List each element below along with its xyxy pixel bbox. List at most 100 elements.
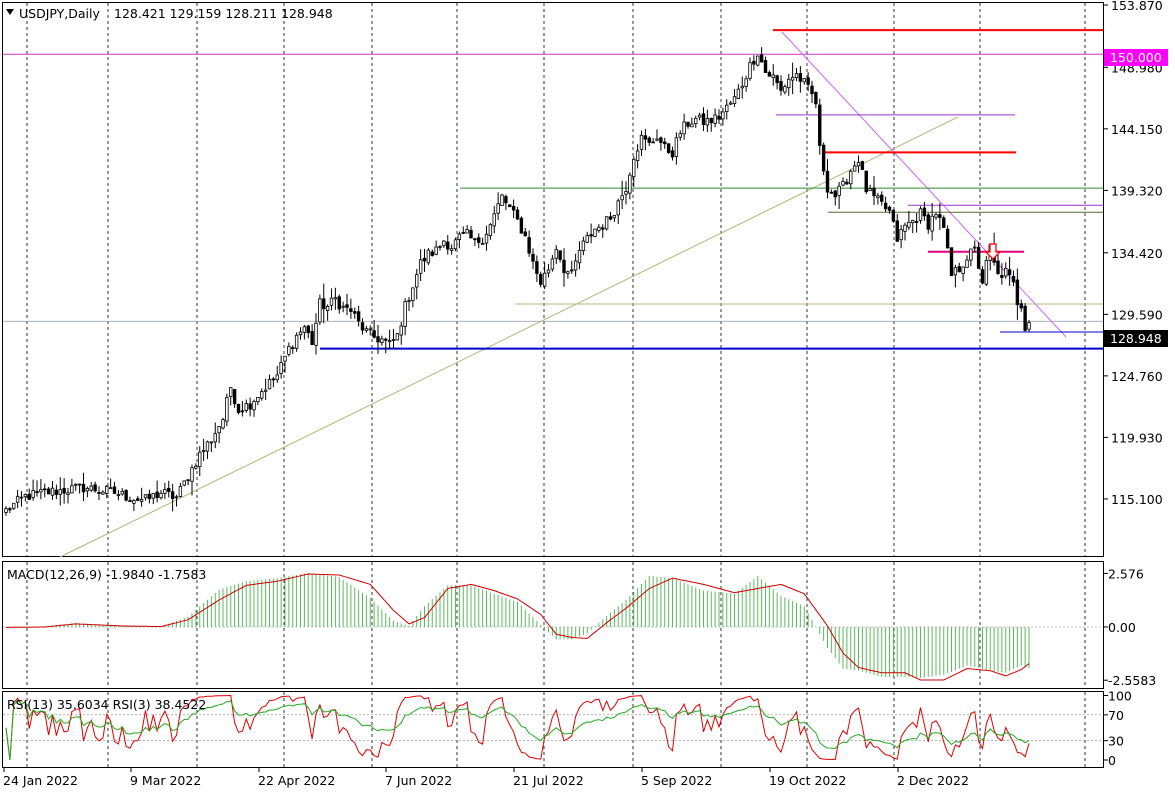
candle bbox=[601, 224, 605, 238]
candle-body bbox=[271, 378, 276, 381]
candle bbox=[539, 271, 543, 288]
candle bbox=[391, 329, 396, 349]
y-tick-label: 115.100 bbox=[1111, 492, 1163, 507]
candle bbox=[116, 489, 121, 501]
candle-body bbox=[818, 104, 822, 146]
candle bbox=[213, 422, 217, 449]
candle bbox=[934, 212, 938, 220]
candle bbox=[89, 482, 93, 493]
candle-body bbox=[480, 243, 485, 245]
candle bbox=[860, 160, 865, 171]
candle bbox=[422, 248, 427, 272]
price-panel-frame bbox=[2, 2, 1104, 557]
candle bbox=[1023, 303, 1027, 332]
candle bbox=[407, 297, 411, 311]
candle-body bbox=[709, 117, 713, 124]
candle-body bbox=[601, 227, 605, 230]
candle-body bbox=[353, 311, 357, 314]
candle-body bbox=[566, 271, 570, 274]
candle bbox=[302, 324, 307, 340]
candle-body bbox=[771, 74, 775, 79]
candle-body bbox=[155, 491, 159, 499]
candle bbox=[15, 489, 20, 509]
candle-body bbox=[829, 191, 834, 194]
candle-body bbox=[573, 260, 578, 271]
candle-body bbox=[492, 213, 496, 227]
candle-body bbox=[236, 403, 241, 414]
candle-body bbox=[973, 246, 977, 249]
candle-body bbox=[391, 339, 396, 341]
candle bbox=[864, 170, 868, 194]
candle-body bbox=[35, 491, 39, 494]
candle-body bbox=[341, 305, 345, 308]
candle-body bbox=[872, 187, 876, 197]
candle bbox=[814, 91, 818, 109]
candle-body bbox=[209, 441, 214, 444]
candle-body bbox=[814, 91, 818, 105]
candle bbox=[457, 231, 462, 249]
rsi-y-tick-label: 0 bbox=[1108, 753, 1116, 768]
candle bbox=[271, 377, 276, 388]
candle-body bbox=[833, 190, 837, 198]
candle-body bbox=[907, 221, 911, 228]
candle-body bbox=[4, 508, 8, 513]
candle bbox=[926, 212, 930, 234]
candle-body bbox=[356, 311, 361, 322]
macd-panel-frame bbox=[2, 561, 1104, 689]
candle bbox=[19, 491, 24, 507]
candle-body bbox=[841, 180, 845, 186]
rsi3-line bbox=[5, 694, 1030, 761]
candle bbox=[845, 178, 849, 186]
candle bbox=[279, 355, 283, 379]
candle-body bbox=[934, 214, 938, 218]
candle-body bbox=[159, 492, 163, 499]
candle-body bbox=[802, 78, 806, 83]
candle-body bbox=[446, 241, 450, 250]
candle bbox=[120, 488, 124, 496]
candle-body bbox=[500, 194, 504, 206]
candle-body bbox=[275, 374, 279, 381]
candle-body bbox=[194, 465, 198, 469]
candle bbox=[701, 107, 706, 131]
candle-body bbox=[593, 228, 597, 237]
rsi13-line bbox=[5, 699, 1030, 761]
candle-body bbox=[763, 59, 768, 73]
candle bbox=[434, 240, 438, 256]
candle bbox=[112, 481, 117, 494]
candle bbox=[364, 325, 369, 333]
candle bbox=[643, 129, 648, 151]
candle-body bbox=[411, 287, 415, 301]
candle bbox=[883, 196, 888, 212]
dropdown-triangle-icon[interactable] bbox=[6, 9, 14, 15]
candle bbox=[473, 237, 477, 246]
candle bbox=[170, 483, 175, 512]
candle bbox=[694, 115, 698, 128]
candle-body bbox=[717, 115, 721, 120]
candle-body bbox=[376, 336, 380, 343]
candle bbox=[697, 112, 702, 121]
candle-body bbox=[787, 78, 791, 89]
candle bbox=[752, 55, 756, 71]
candle-body bbox=[81, 483, 86, 493]
candle bbox=[322, 283, 326, 324]
candle-body bbox=[182, 480, 186, 486]
candle bbox=[554, 245, 558, 265]
candle bbox=[612, 214, 617, 222]
candle bbox=[54, 484, 59, 500]
candle bbox=[380, 335, 384, 346]
candle-body bbox=[333, 297, 338, 300]
candle bbox=[283, 355, 287, 373]
candle-body bbox=[124, 490, 128, 501]
candle-body bbox=[876, 195, 880, 199]
candle-body bbox=[325, 305, 330, 311]
candle bbox=[562, 248, 566, 287]
candle-body bbox=[779, 81, 783, 91]
candle bbox=[705, 109, 710, 133]
candle bbox=[155, 480, 159, 503]
candle bbox=[593, 228, 597, 238]
candle bbox=[403, 298, 407, 336]
candle-body bbox=[984, 260, 989, 285]
candle bbox=[678, 130, 682, 141]
candle-body bbox=[19, 496, 24, 499]
